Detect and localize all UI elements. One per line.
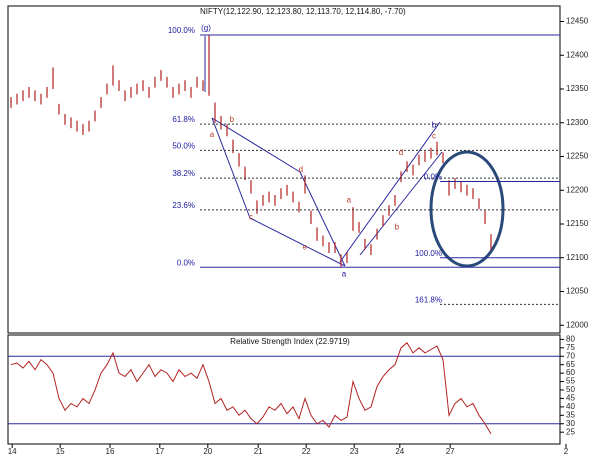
wave-line (359, 151, 443, 256)
x-tick-label: 14 (8, 447, 17, 456)
wave-label: a (210, 130, 215, 139)
y-tick-label: 65 (566, 360, 575, 369)
wave-line (299, 171, 346, 267)
x-tick-label: 17 (155, 447, 164, 456)
x-tick-label: 24 (395, 447, 404, 456)
y-tick-label: 12450 (566, 17, 589, 26)
x-tick-label: 23 (350, 447, 359, 456)
fib-label: 50.0% (172, 142, 195, 151)
fib-label: 0.0% (424, 173, 442, 182)
wave-label: d (399, 148, 403, 157)
y-tick-label: 60 (566, 368, 575, 377)
y-tick-label: 50 (566, 385, 575, 394)
y-tick-label: 75 (566, 343, 575, 352)
y-tick-label: 80 (566, 334, 575, 343)
wave-label: (g) (201, 23, 211, 32)
chart-title: NIFTY(12,122.90, 12,123.80, 12,113.70, 1… (200, 7, 406, 16)
wave-label: d (299, 165, 303, 174)
wave-label: c (432, 131, 436, 140)
fib-label: 100.0% (415, 249, 442, 258)
y-tick-label: 40 (566, 402, 575, 411)
wave-label: b (395, 222, 400, 231)
y-tick-label: 25 (566, 427, 575, 436)
y-tick-label: 12250 (566, 152, 589, 161)
wave-line (339, 121, 441, 263)
y-tick-label: 12400 (566, 50, 589, 59)
x-tick-label: 22 (302, 447, 311, 456)
y-tick-label: 12050 (566, 287, 589, 296)
fib-label: 61.8% (172, 115, 195, 124)
y-tick-label: 30 (566, 419, 575, 428)
y-tick-label: 12100 (566, 253, 589, 262)
x-tick-label: 15 (56, 447, 65, 456)
y-tick-label: 35 (566, 410, 575, 419)
x-tick-label: 27 (446, 447, 455, 456)
x-tick-label: 20 (203, 447, 212, 456)
y-tick-label: 12350 (566, 84, 589, 93)
rsi-title: Relative Strength Index (22.9719) (230, 337, 350, 346)
rsi-line (10, 341, 492, 435)
y-tick-label: 12300 (566, 118, 589, 127)
wave-label: b (432, 121, 437, 130)
fib-label: 0.0% (177, 258, 195, 267)
wave-label: a (342, 270, 347, 279)
x-tick-label: 16 (106, 447, 115, 456)
wave-line (211, 117, 251, 219)
price-panel (7, 5, 561, 334)
fib-label: 23.6% (172, 201, 195, 210)
wave-line (249, 217, 346, 267)
wave-label: a (347, 195, 352, 204)
rsi-panel (7, 334, 561, 445)
wave-label: e (303, 243, 308, 252)
wave-label: c (249, 212, 253, 221)
x-tick-label: 21 (254, 447, 263, 456)
y-tick-label: 70 (566, 351, 575, 360)
x-tick-label: 2 (564, 447, 569, 456)
y-tick-label: 12000 (566, 320, 589, 329)
y-tick-label: 12200 (566, 185, 589, 194)
wave-label: b (230, 115, 235, 124)
wave-lines (204, 36, 443, 267)
fib-label: 38.2% (172, 169, 195, 178)
y-tick-label: 12150 (566, 219, 589, 228)
y-tick-label: 45 (566, 394, 575, 403)
fib-label: 100.0% (168, 26, 195, 35)
highlight-ellipse (429, 150, 505, 268)
wave-line (211, 117, 301, 173)
fib-label: 161.8% (415, 295, 442, 304)
y-tick-label: 55 (566, 377, 575, 386)
